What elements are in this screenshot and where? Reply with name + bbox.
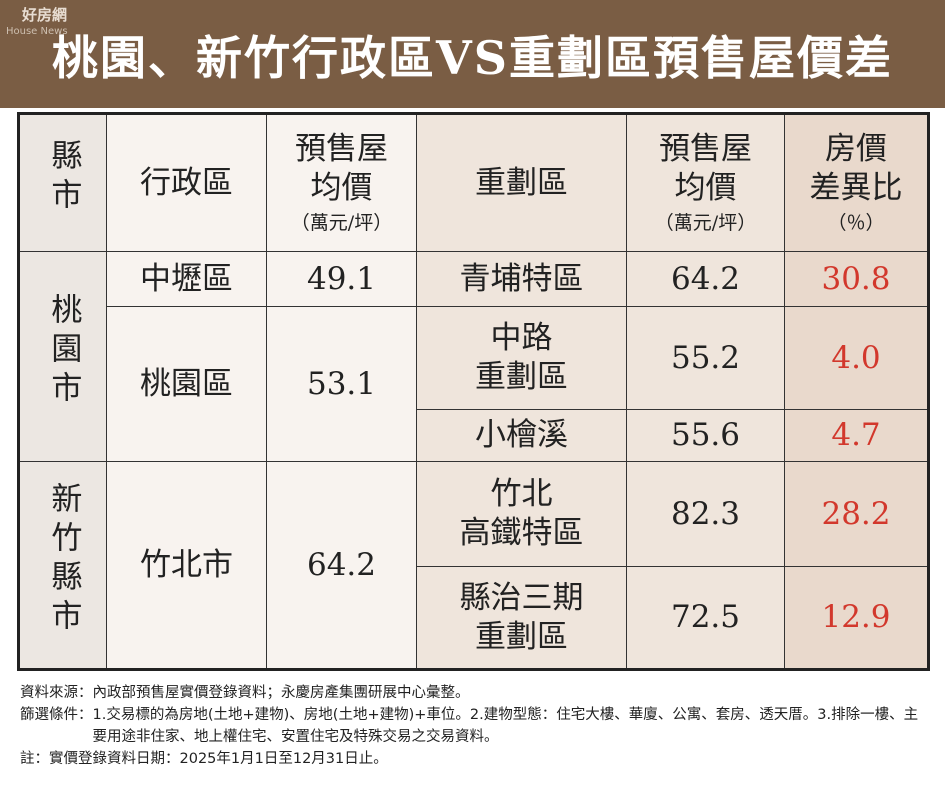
zone-line: 重劃區	[475, 359, 568, 395]
zone-cell: 小檜溪	[416, 409, 627, 462]
zone-line: 縣治三期	[459, 579, 584, 616]
zone-line: 重劃區	[475, 618, 568, 655]
price-table: 縣市 行政區 預售屋 均價 （萬元/坪） 重劃區 預售屋 均價 （萬元/坪） 房價 差異比 （％） 桃園…	[17, 112, 930, 671]
header-cell: 縣市	[18, 113, 107, 252]
zone-price: 82.3	[626, 461, 785, 567]
district-cell: 中壢區	[106, 251, 267, 307]
zone-cell: 縣治三期 重劃區	[416, 566, 627, 670]
zone-line: 小檜溪	[475, 417, 568, 454]
data-row: 桃園區 53.1 中路 重劃區 55.2 4.0	[19, 306, 929, 462]
data-row: 新竹縣市 竹北市 64.2 竹北 高鐵特區 82.3 28.2	[18, 461, 929, 670]
diff: 28.2	[784, 461, 929, 567]
city: 新竹縣市	[45, 482, 82, 639]
header-unit: （萬元/坪）	[290, 211, 393, 234]
zone-line: 竹北	[490, 476, 553, 513]
header-line: 行政區	[140, 164, 233, 201]
header-cell: 預售屋 均價 （萬元/坪）	[266, 113, 417, 252]
diff: 4.0	[784, 306, 929, 410]
note-label: 篩選條件：	[20, 707, 93, 723]
header-line: 縣市	[45, 139, 82, 218]
header-cell: 重劃區	[416, 113, 627, 252]
note-text: 內政部預售屋實價登錄資料；永慶房產集團研展中心彙整。	[92, 685, 470, 701]
header-line: 重劃區	[475, 164, 568, 201]
zone-cell: 竹北 高鐵特區	[416, 461, 627, 567]
zone-cell: 青埔特區	[416, 251, 627, 307]
note: 資料來源： 內政部預售屋實價登錄資料；永慶房產集團研展中心彙整。	[20, 682, 932, 704]
zone-line: 青埔特區	[459, 260, 584, 297]
header-cell: 預售屋 均價 （萬元/坪）	[626, 113, 785, 252]
district-price: 53.1	[266, 306, 417, 462]
note: 註： 實價登錄資料日期：2025年1月1日至12月31日止。	[20, 748, 932, 770]
district-cell: 桃園區	[106, 306, 267, 462]
header-line: 均價	[674, 170, 737, 207]
city-cell: 桃園市	[18, 251, 107, 462]
header-unit: （萬元/坪）	[654, 211, 757, 234]
logo: 好房網	[22, 6, 68, 24]
note-text: 實價登錄資料日期：2025年1月1日至12月31日止。	[49, 751, 388, 767]
title: 桃園、新竹行政區VS重劃區預售屋價差	[52, 31, 893, 85]
zone-line: 高鐵特區	[459, 515, 584, 551]
note: 篩選條件： 1.交易標的為房地(土地+建物)、房地(土地+建物)+車位。2.建物型…	[20, 704, 932, 748]
diff: 30.8	[784, 251, 929, 307]
district-cell: 竹北市	[106, 461, 267, 670]
zone-cell: 中路 重劃區	[416, 306, 627, 410]
note-label: 資料來源：	[20, 685, 93, 701]
logo-sub: House News	[6, 26, 68, 37]
zone-price: 55.2	[626, 306, 785, 410]
header-line: 差異比	[809, 170, 903, 207]
header-row: 縣市 行政區 預售屋 均價 （萬元/坪） 重劃區 預售屋 均價 （萬元/坪） 房價 差異比 （％）	[18, 113, 929, 252]
zone-price: 64.2	[626, 251, 785, 307]
notes: 資料來源： 內政部預售屋實價登錄資料；永慶房產集團研展中心彙整。 篩選條件： 1.交易…	[20, 682, 932, 770]
header-cell: 房價 差異比 （％）	[784, 113, 929, 252]
header-line: 均價	[310, 170, 373, 207]
diff: 12.9	[784, 566, 929, 670]
zone-price: 72.5	[626, 566, 785, 670]
diff: 4.7	[784, 409, 929, 462]
zone-price: 55.6	[626, 409, 785, 462]
header-unit: （％）	[827, 211, 885, 234]
note-text: 1.交易標的為房地(土地+建物)、房地(土地+建物)+車位。2.建物型態：住宅大…	[92, 707, 919, 745]
header-line: 房價	[825, 131, 887, 168]
district-price: 49.1	[266, 251, 417, 307]
city: 桃園市	[45, 293, 82, 411]
header-line: 預售屋	[659, 131, 752, 168]
title-bar: 好房網 House News 桃園、新竹行政區VS重劃區預售屋價差	[0, 0, 945, 108]
note-label: 註：	[20, 751, 49, 767]
header-line: 預售屋	[295, 131, 388, 168]
city-cell: 新竹縣市	[18, 461, 107, 670]
data-row: 小檜溪 55.6 4.7	[19, 409, 929, 462]
zone-line: 中路	[490, 320, 553, 357]
data-row: 縣治三期 重劃區 72.5 12.9	[19, 566, 929, 670]
data-row: 桃園市 中壢區 49.1 青埔特區 64.2 30.8	[18, 251, 929, 462]
header-cell: 行政區	[106, 113, 267, 252]
district-price: 64.2	[266, 461, 417, 670]
